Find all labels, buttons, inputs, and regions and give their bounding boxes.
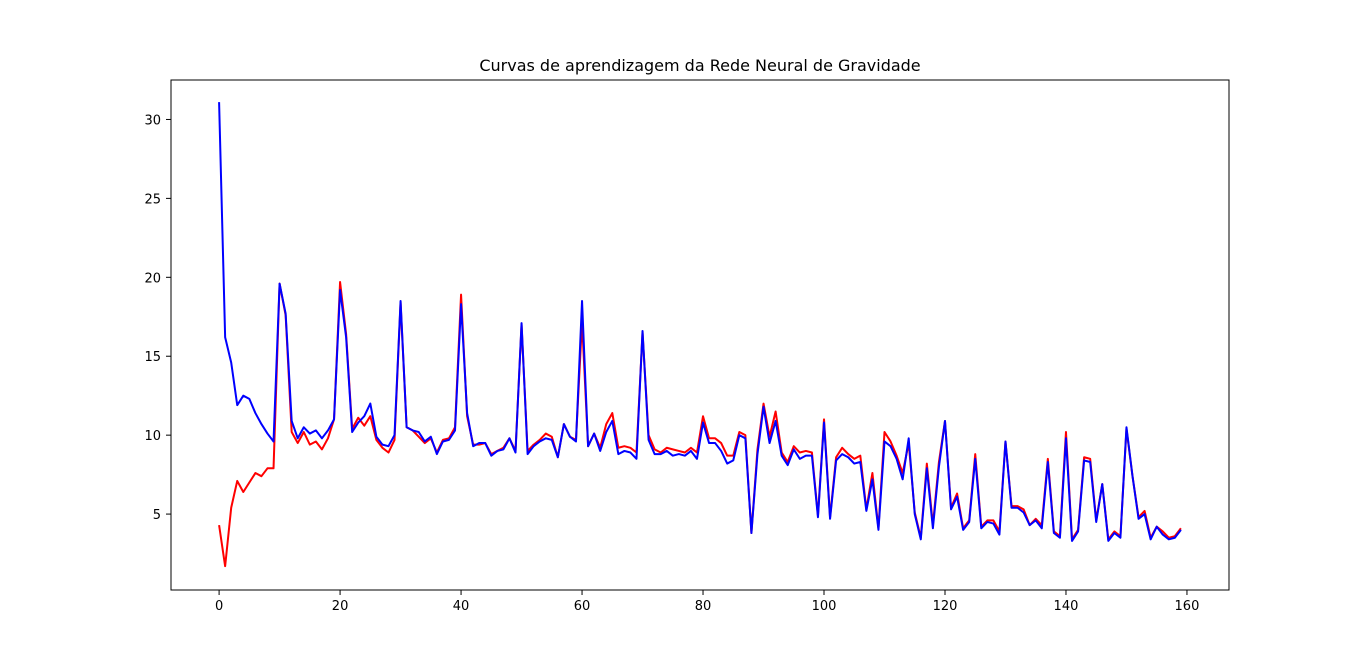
x-tick-label: 60 <box>574 599 591 614</box>
y-tick-label: 25 <box>144 192 161 207</box>
series-layer <box>218 102 1182 568</box>
series-line-2 <box>218 102 1182 542</box>
series-line-1 <box>218 281 1182 568</box>
x-tick-label: 120 <box>933 599 958 614</box>
chart-title: Curvas de aprendizagem da Rede Neural de… <box>479 56 920 75</box>
x-tick-label: 100 <box>812 599 837 614</box>
y-tick-label: 5 <box>153 508 161 523</box>
plot-area-frame <box>170 79 1230 591</box>
x-tick-label: 0 <box>215 599 223 614</box>
y-tick-label: 30 <box>144 113 161 128</box>
x-tick-label: 40 <box>453 599 470 614</box>
x-tick-label: 160 <box>1175 599 1200 614</box>
x-tick-label: 80 <box>695 599 712 614</box>
y-tick-label: 20 <box>144 271 161 286</box>
x-tick-label: 20 <box>332 599 349 614</box>
y-tick-label: 15 <box>144 350 161 365</box>
x-tick-label: 140 <box>1054 599 1079 614</box>
y-axis: 5 10 15 20 25 30 <box>144 113 171 523</box>
x-axis: 0 20 40 60 80 100 120 140 160 <box>215 590 1199 614</box>
y-tick-label: 10 <box>144 429 161 444</box>
